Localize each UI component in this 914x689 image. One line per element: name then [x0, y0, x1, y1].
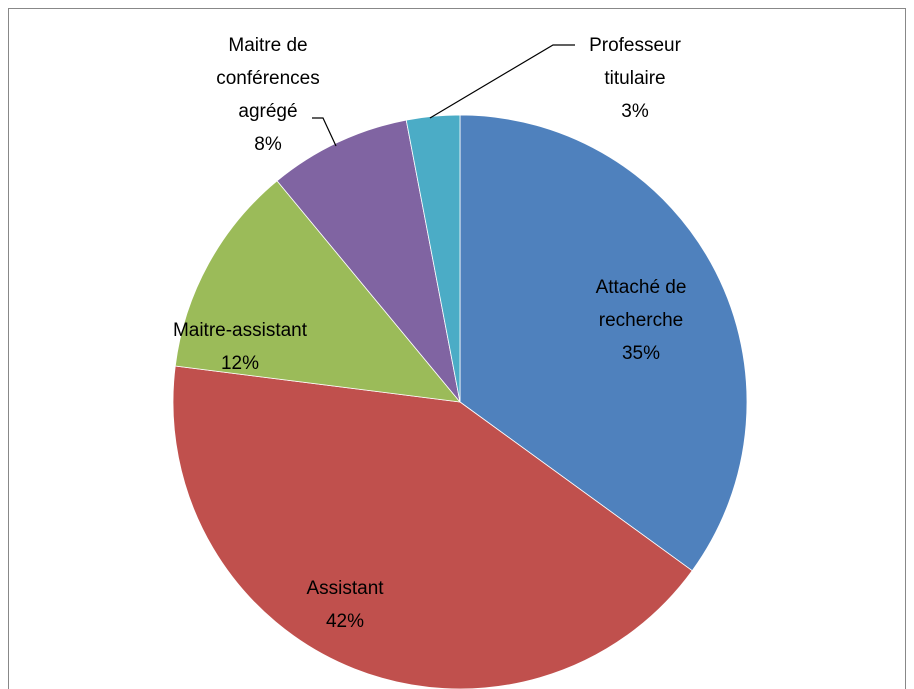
slice-value-label: 35% — [621, 343, 661, 364]
pie-slice — [459, 114, 748, 572]
slice-label: Maitre de conférences agrégé — [216, 35, 320, 122]
slice-label: Professeur titulaire — [589, 35, 681, 89]
pie-slice — [174, 180, 461, 403]
slices — [172, 114, 748, 689]
slice-value-label: 12% — [220, 353, 260, 374]
slice-value-label: 42% — [325, 611, 365, 632]
pie-slice — [172, 365, 693, 689]
slice-value-label: 3% — [621, 101, 649, 122]
leader-line — [429, 44, 575, 119]
leader-line — [312, 117, 337, 147]
pie-slice — [276, 119, 461, 403]
slice-label: Assistant — [306, 578, 384, 599]
slice-label: Attaché de recherche — [595, 277, 687, 331]
slice-label: Maitre-assistant — [172, 320, 308, 341]
slice-value-label: 8% — [254, 134, 282, 155]
